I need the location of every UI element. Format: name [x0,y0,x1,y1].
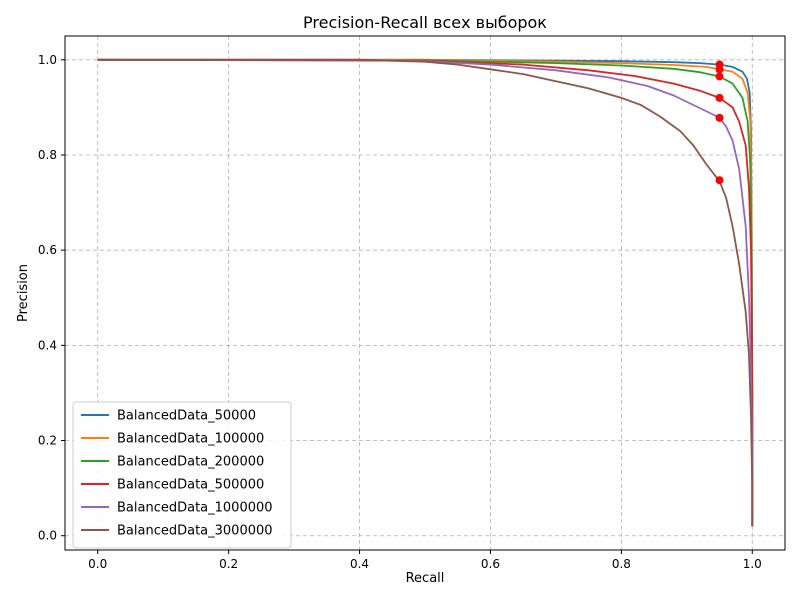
y-tick-label: 0.6 [38,243,57,257]
threshold-marker-BalancedData_500000 [716,94,724,102]
x-tick-label: 0.2 [219,557,238,571]
legend-label: BalancedData_50000 [117,409,256,424]
y-tick-label: 0.4 [38,338,57,352]
y-tick-label: 1.0 [38,53,57,67]
x-tick-label: 0.8 [612,557,631,571]
y-tick-label: 0.2 [38,434,57,448]
legend-label: BalancedData_3000000 [117,524,273,539]
legend-label: BalancedData_200000 [117,455,264,470]
threshold-marker-BalancedData_3000000 [716,176,724,184]
x-tick-label: 0.4 [350,557,369,571]
legend-label: BalancedData_1000000 [117,501,273,516]
threshold-marker-BalancedData_1000000 [716,114,724,122]
y-axis-label: Precision [16,264,31,322]
legend-label: BalancedData_100000 [117,432,264,447]
y-tick-label: 0.0 [38,529,57,543]
chart-title: Precision-Recall всех выборок [303,13,547,32]
threshold-marker-BalancedData_200000 [716,72,724,80]
x-tick-label: 0.6 [481,557,500,571]
x-tick-label: 0.0 [88,557,107,571]
x-tick-label: 1.0 [743,557,762,571]
legend-label: BalancedData_500000 [117,478,264,493]
threshold-marker-BalancedData_100000 [716,65,724,73]
legend: BalancedData_50000 BalancedData_100000 Bal… [73,402,291,548]
y-tick-label: 0.8 [38,148,57,162]
x-axis-label: Recall [406,571,445,586]
